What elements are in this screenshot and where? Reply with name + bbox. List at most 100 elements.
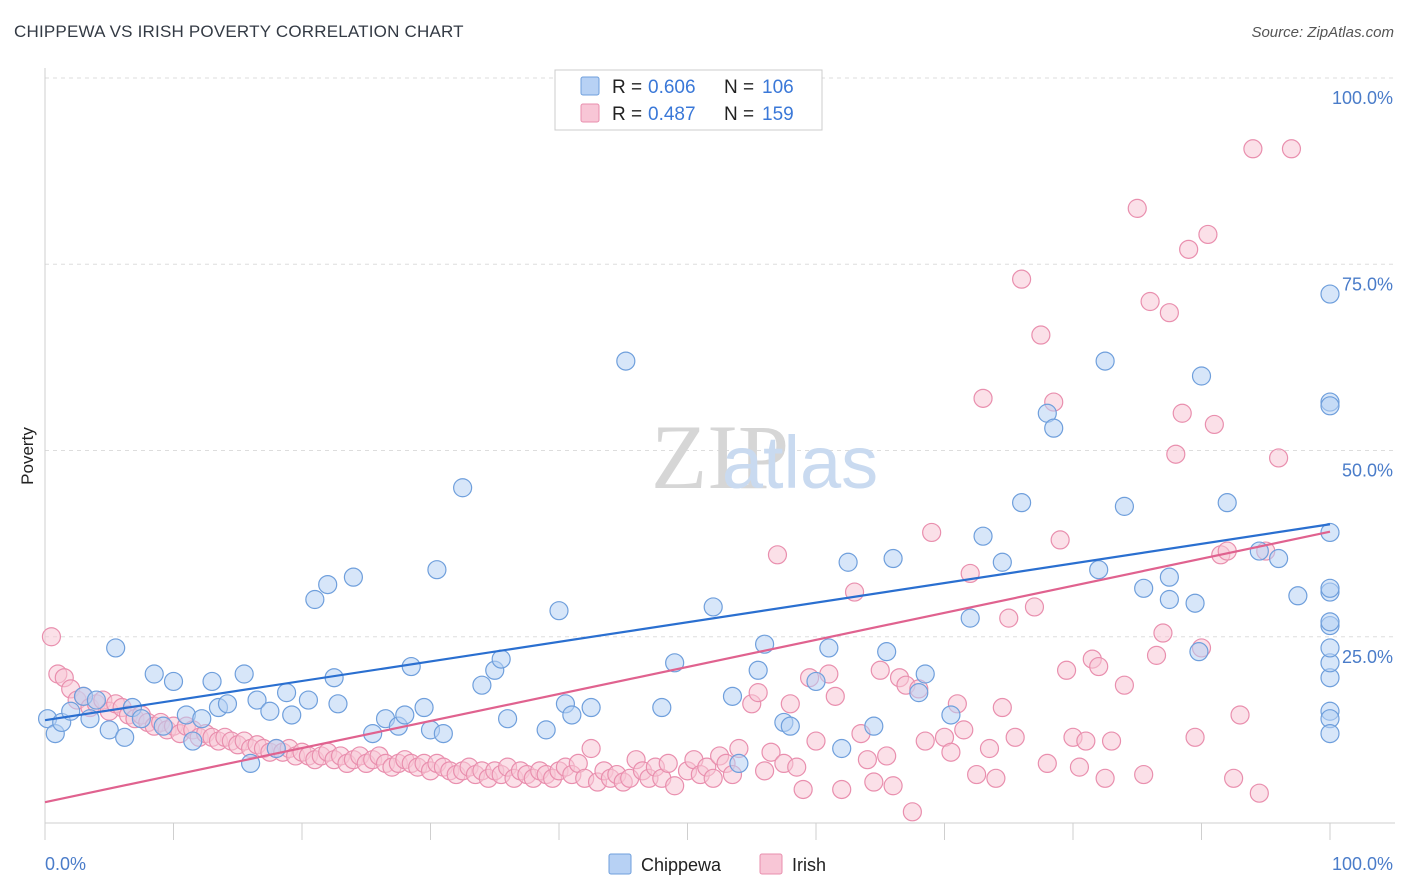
chippewa-point [1089, 560, 1109, 580]
irish-point [1166, 444, 1186, 464]
chippewa-point [1044, 418, 1064, 438]
legend-swatch-chippewa [580, 76, 600, 96]
chippewa-point [909, 683, 929, 703]
bottom-legend-chippewa: Chippewa [641, 855, 722, 875]
irish-point [761, 742, 781, 762]
chippewa-point [819, 638, 839, 658]
irish-point [1076, 731, 1096, 751]
series-legend: Chippewa Irish [608, 853, 826, 875]
irish-point [581, 738, 601, 759]
chippewa-point [729, 753, 749, 774]
gridlines [45, 77, 1395, 638]
irish-point [1198, 224, 1218, 245]
chippewa-point [1320, 578, 1340, 598]
chippewa-point [838, 552, 858, 572]
chippewa-point [276, 683, 297, 703]
bottom-legend-swatch-chippewa [608, 853, 632, 875]
irish-point [1050, 530, 1070, 550]
watermark-zip: ZIP [651, 406, 789, 508]
irish-point [1153, 623, 1173, 643]
x-tick-label: 0.0% [45, 854, 86, 874]
irish-point [754, 761, 775, 781]
chippewa-point [748, 660, 768, 680]
legend-n-irish: 159 [762, 104, 794, 125]
irish-point [973, 388, 993, 408]
chippewa-point [318, 574, 338, 595]
chippewa-point [472, 675, 492, 695]
chippewa-point [153, 716, 173, 736]
chippewa-point [183, 731, 203, 751]
irish-point [780, 694, 800, 714]
irish-point [1172, 403, 1192, 423]
chippewa-point [549, 601, 569, 621]
chippewa-point [453, 478, 473, 498]
chippewa-point [192, 709, 212, 729]
chart-title: CHIPPEWA VS IRISH POVERTY CORRELATION CH… [14, 22, 464, 41]
chippewa-point [202, 671, 222, 692]
axes [44, 68, 1395, 840]
irish-point [1095, 768, 1115, 788]
chippewa-point [581, 697, 601, 718]
chippewa-point [652, 697, 672, 718]
irish-point [1134, 764, 1154, 785]
chippewa-point [401, 656, 421, 677]
chippewa-point [1185, 593, 1205, 613]
chippewa-point [1320, 612, 1340, 632]
irish-point [877, 746, 897, 766]
chippewa-point [1011, 493, 1032, 513]
irish-points [41, 139, 1302, 822]
irish-point [1069, 757, 1090, 777]
irish-point [986, 768, 1006, 788]
irish-point [1146, 645, 1167, 665]
chippewa-point [992, 552, 1012, 572]
irish-point [954, 720, 974, 740]
chippewa-point [1159, 589, 1179, 610]
chippewa-point [328, 694, 348, 714]
chippewa-point [722, 686, 743, 706]
y-tick-labels: 25.0% 50.0% 75.0% 100.0% [1332, 88, 1393, 667]
irish-point [1159, 303, 1179, 323]
x-tick-label: 100.0% [1332, 854, 1393, 874]
legend-swatch-irish [580, 103, 600, 123]
chippewa-point [427, 560, 447, 580]
y-axis-label: Poverty [18, 427, 37, 485]
irish-point [1230, 705, 1250, 725]
irish-point [1243, 139, 1263, 159]
irish-point [748, 683, 768, 703]
chippewa-point [395, 705, 415, 725]
chippewa-point [616, 351, 636, 371]
irish-point [787, 757, 807, 777]
chippewa-point [883, 548, 903, 569]
bottom-legend-irish: Irish [792, 855, 826, 875]
irish-point [1127, 198, 1147, 218]
irish-point [902, 802, 922, 822]
chippewa-point [433, 723, 453, 744]
irish-point [806, 731, 826, 751]
irish-point [1005, 727, 1025, 747]
chippewa-point [343, 567, 363, 587]
chippewa-point [163, 671, 184, 692]
chippewa-point [298, 690, 319, 710]
chippewa-point [106, 638, 126, 658]
chippewa-point [247, 690, 267, 710]
chippewa-point [498, 709, 518, 729]
y-tick-label: 75.0% [1342, 274, 1393, 294]
irish-point [658, 753, 678, 774]
chippewa-point [960, 608, 980, 628]
irish-point [857, 750, 878, 770]
irish-point [1185, 727, 1205, 747]
chippewa-point [1159, 567, 1179, 587]
chippewa-point [131, 709, 151, 729]
chippewa-point [217, 694, 238, 714]
y-tick-label: 25.0% [1342, 647, 1393, 667]
chippewa-point [1134, 578, 1154, 598]
irish-point [793, 779, 813, 800]
chippewa-point [703, 597, 723, 617]
chippewa-point [86, 690, 107, 710]
legend-r-label: R = [612, 104, 642, 125]
irish-point [1204, 414, 1224, 435]
chippewa-point [99, 720, 119, 740]
chippewa-point [144, 664, 164, 684]
chippewa-point [305, 589, 325, 610]
